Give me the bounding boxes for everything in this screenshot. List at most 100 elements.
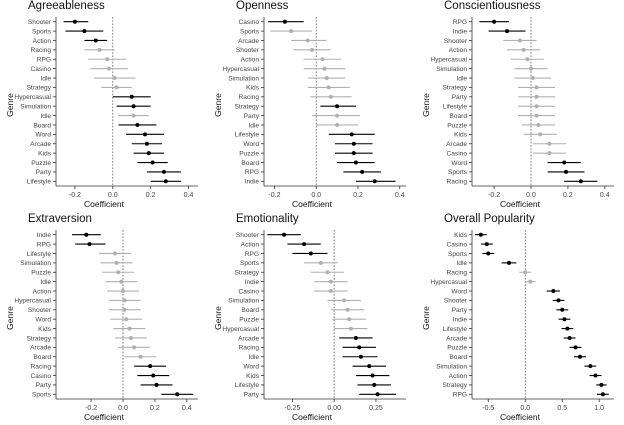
- coefficient-point: [328, 94, 333, 99]
- coefficient-point: [530, 76, 535, 81]
- coefficient-point: [547, 141, 552, 146]
- y-tick-label: RPG: [245, 251, 259, 258]
- y-tick-label: Sports: [32, 392, 52, 399]
- coefficient-point: [353, 160, 358, 165]
- coefficient-point: [358, 354, 363, 359]
- coefficient-point: [492, 19, 497, 24]
- coefficient-point: [326, 85, 331, 90]
- y-tick-label: Indie: [37, 232, 52, 239]
- y-tick-label: Board: [33, 122, 51, 129]
- coefficient-point: [347, 317, 352, 322]
- y-tick-label: Arcade: [238, 335, 259, 342]
- coefficient-point: [320, 57, 325, 62]
- y-tick-label: Hypercasual: [222, 326, 259, 333]
- y-tick-label: RPG: [453, 392, 467, 399]
- y-tick-label: Kids: [38, 326, 52, 333]
- coefficient-point: [282, 19, 287, 24]
- coefficient-point: [148, 364, 153, 369]
- y-tick-label: Simulation: [436, 363, 467, 370]
- y-tick-label: Board: [241, 307, 259, 314]
- coefficient-point: [351, 151, 356, 156]
- coefficient-point: [370, 373, 375, 378]
- x-tick-label: -0.25: [284, 405, 300, 412]
- y-axis-label: Genre: [213, 306, 223, 330]
- y-tick-label: Word: [243, 141, 259, 148]
- chart-plot-area: -0.2 0.0 0.2 0.4 Shooter Sports Action Racing RP…: [14, 17, 198, 199]
- y-tick-label: Indie: [245, 179, 260, 186]
- y-tick-label: Puzzle: [447, 122, 467, 129]
- y-tick-label: Shooter: [28, 19, 52, 26]
- y-tick-label: Board: [241, 160, 259, 167]
- y-tick-label: Word: [451, 160, 467, 167]
- chart-plot-area: -0.5 0.0 0.5 1.0 Kids Casino Sports Idle Racing H…: [430, 230, 614, 412]
- coefficient-point: [124, 317, 129, 322]
- chart-title: Overall Popularity: [444, 213, 535, 225]
- y-tick-label: Hypercasual: [222, 66, 259, 73]
- y-tick-label: Action: [241, 241, 260, 248]
- y-tick-label: RPG: [245, 169, 259, 176]
- coefficient-point: [328, 289, 333, 294]
- x-tick-label: -0.5: [482, 405, 494, 412]
- coefficient-point: [322, 66, 327, 71]
- coefficient-point: [328, 279, 333, 284]
- y-tick-label: Simulation: [436, 66, 467, 73]
- coefficient-point: [289, 29, 294, 34]
- y-axis-label: Genre: [5, 306, 15, 330]
- y-axis-label: Genre: [5, 93, 15, 117]
- y-tick-label: Simulation: [228, 298, 259, 305]
- y-axis-label: Genre: [421, 306, 431, 330]
- coefficient-point: [163, 179, 168, 184]
- coefficient-point: [105, 57, 110, 62]
- y-tick-label: Shooter: [444, 38, 468, 45]
- y-tick-label: Board: [33, 354, 51, 361]
- coefficient-point: [318, 260, 323, 265]
- coefficient-point: [131, 104, 136, 109]
- y-tick-label: Idle: [40, 75, 51, 82]
- coefficient-point: [562, 160, 567, 165]
- coefficient-point: [335, 122, 340, 127]
- coefficient-point: [146, 151, 151, 156]
- y-tick-label: Lifestyle: [27, 179, 52, 186]
- x-tick-label: 0.2: [563, 192, 573, 199]
- y-tick-label: Party: [452, 94, 468, 101]
- coefficient-point: [348, 326, 353, 331]
- y-tick-label: Shooter: [236, 47, 260, 54]
- coefficient-point: [538, 132, 543, 137]
- y-tick-label: Party: [244, 113, 260, 120]
- y-tick-label: Puzzle: [31, 160, 51, 167]
- y-tick-label: Word: [35, 132, 51, 139]
- y-tick-label: Idle: [456, 75, 467, 82]
- x-tick-label: -0.2: [85, 405, 97, 412]
- x-tick-label: 0.2: [146, 192, 156, 199]
- coefficient-point: [349, 132, 354, 137]
- y-tick-label: Action: [33, 38, 52, 45]
- y-tick-label: Lifestyle: [443, 326, 468, 333]
- y-tick-label: Sports: [448, 251, 468, 258]
- coefficient-point: [122, 298, 127, 303]
- coefficient-point: [114, 260, 119, 265]
- y-tick-label: Sports: [240, 28, 260, 35]
- y-tick-label: Idle: [40, 113, 51, 120]
- coefficient-point: [142, 132, 147, 137]
- y-tick-label: Board: [449, 113, 467, 120]
- coefficient-point: [305, 38, 310, 43]
- y-tick-label: Simulation: [228, 75, 259, 82]
- coefficient-point: [144, 141, 149, 146]
- coefficient-point: [565, 326, 570, 331]
- y-tick-label: Idle: [248, 122, 259, 129]
- y-tick-label: Arcade: [30, 141, 51, 148]
- coefficient-point: [600, 392, 605, 397]
- y-tick-label: Casino: [30, 66, 51, 73]
- y-tick-label: Puzzle: [239, 316, 259, 323]
- y-tick-label: Strategy: [26, 85, 51, 92]
- y-tick-label: Sports: [240, 260, 260, 267]
- coefficient-point: [121, 289, 126, 294]
- y-tick-label: Idle: [40, 279, 51, 286]
- x-tick-label: 1.0: [594, 405, 604, 412]
- coefficient-point: [560, 307, 565, 312]
- y-tick-label: Kids: [38, 150, 52, 157]
- coefficient-point: [324, 76, 329, 81]
- y-tick-label: Kids: [454, 232, 468, 239]
- coefficient-point: [82, 29, 87, 34]
- x-tick-label: 0.4: [395, 192, 405, 199]
